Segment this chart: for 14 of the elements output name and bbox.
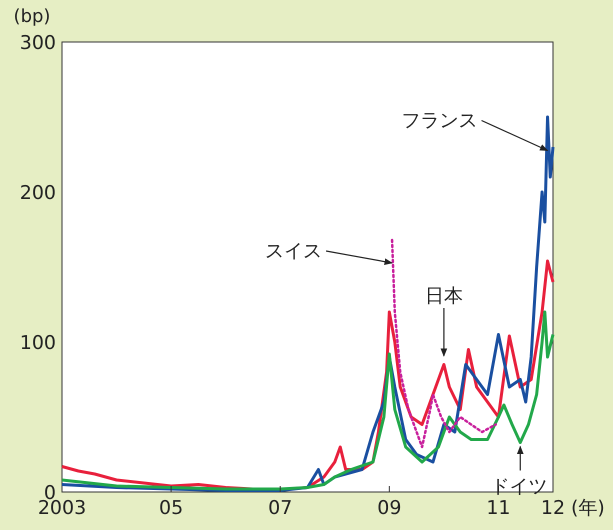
annotation: 日本: [424, 285, 463, 307]
y-tick-label: 300: [20, 32, 56, 54]
x-tick-label: 05: [159, 497, 184, 519]
y-axis-title: (bp): [14, 6, 50, 27]
line-series: [390, 238, 497, 448]
y-tick-label: 200: [20, 182, 56, 204]
x-tick-label: 11: [486, 497, 511, 519]
x-tick-label: 12: [540, 497, 566, 519]
annotation: フランス: [402, 110, 478, 132]
x-tick-label: 09: [377, 497, 402, 519]
x-tick-label: 07: [268, 497, 292, 519]
x-axis-title: (年): [571, 497, 605, 519]
annotation: スイス: [265, 240, 322, 262]
y-tick-label: 100: [20, 332, 56, 354]
